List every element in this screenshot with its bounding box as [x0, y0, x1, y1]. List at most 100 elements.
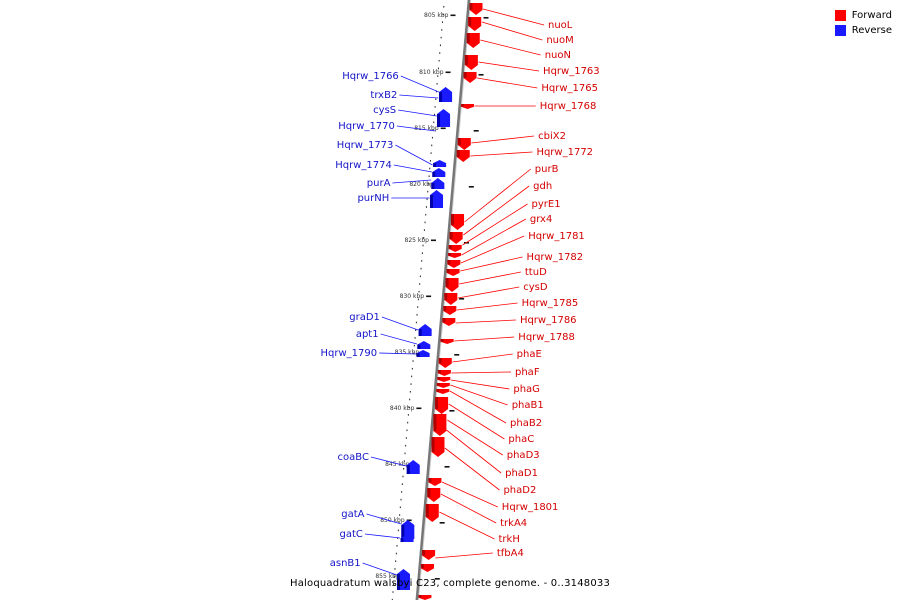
gene-label-forward[interactable]: nuoM — [546, 35, 573, 46]
reverse-gene — [406, 460, 420, 474]
gene-label-forward[interactable]: Hqrw_1785 — [522, 298, 579, 309]
forward-gene — [447, 260, 461, 268]
gene-label-forward[interactable]: purB — [535, 164, 559, 175]
gene-label-reverse[interactable]: Hqrw_1770 — [338, 121, 395, 132]
minor-tick — [395, 560, 397, 562]
gene-label-forward[interactable]: phaD3 — [507, 450, 540, 461]
minor-tick — [419, 283, 421, 285]
gene-shade — [447, 260, 451, 265]
minor-tick — [405, 444, 407, 447]
gene-label-reverse[interactable]: Hqrw_1766 — [342, 71, 399, 82]
gene-label-forward[interactable]: Hqrw_1801 — [502, 502, 559, 513]
minor-tick — [431, 144, 433, 147]
gene-label-reverse[interactable]: Hqrw_1773 — [337, 140, 394, 151]
minor-tick — [407, 414, 409, 416]
minor-tick — [421, 252, 423, 254]
gene-label-reverse[interactable]: asnB1 — [330, 558, 361, 569]
gene-label-forward[interactable]: phaG — [513, 384, 540, 395]
gene-shade — [418, 329, 422, 336]
forward-gene — [466, 33, 480, 48]
reverse-gene — [433, 160, 447, 167]
major-tick — [430, 239, 436, 242]
gene-label-forward[interactable]: cysD — [523, 282, 548, 293]
gene-label-forward[interactable]: phaF — [515, 367, 540, 378]
minor-tick — [432, 129, 434, 131]
minor-tick — [435, 98, 437, 100]
gene-body — [436, 383, 450, 388]
gene-label-forward[interactable]: trkH — [499, 534, 520, 545]
gene-label-reverse[interactable]: Hqrw_1790 — [321, 348, 378, 359]
gene-label-reverse[interactable]: trxB2 — [370, 90, 397, 101]
gene-label-reverse[interactable]: graD1 — [349, 312, 380, 323]
gene-label-forward[interactable]: grx4 — [530, 214, 552, 225]
gene-label-forward[interactable]: Hqrw_1782 — [527, 252, 584, 263]
minor-tick — [401, 483, 403, 485]
gene-label-forward[interactable]: tfbA4 — [497, 548, 524, 559]
minor-tick — [403, 460, 405, 462]
gene-shade — [428, 478, 432, 483]
gene-label-forward[interactable]: phaC — [508, 434, 534, 445]
tick-label: 825 kbp — [405, 237, 430, 244]
minor-tick — [436, 83, 438, 85]
gene-label-forward[interactable]: phaD1 — [505, 468, 538, 479]
gene-body — [437, 109, 451, 127]
forward-gene — [463, 72, 477, 83]
gene-label-reverse[interactable]: coaBC — [338, 452, 369, 463]
gene-leader-line — [450, 384, 508, 406]
gene-label-forward[interactable]: gdh — [533, 181, 552, 192]
gene-label-forward[interactable]: trkA4 — [500, 518, 527, 529]
gene-label-forward[interactable]: phaB2 — [510, 418, 542, 429]
gene-body — [461, 104, 475, 109]
gene-label-forward[interactable]: Hqrw_1772 — [536, 147, 593, 158]
gene-body — [445, 278, 459, 292]
gene-leader-line — [393, 164, 432, 173]
gene-label-forward[interactable]: Hqrw_1768 — [540, 101, 597, 112]
minor-tick — [399, 514, 401, 516]
gene-label-forward[interactable]: nuoL — [548, 20, 573, 31]
forward-gene — [461, 104, 475, 109]
gene-shade — [463, 72, 467, 79]
major-tick — [454, 354, 460, 356]
reverse-gene — [439, 87, 453, 102]
gene-label-forward[interactable]: Hqrw_1786 — [520, 315, 577, 326]
gene-label-reverse[interactable]: purNH — [357, 193, 389, 204]
forward-gene — [443, 306, 457, 315]
gene-label-forward[interactable]: cbiX2 — [538, 131, 566, 142]
gene-label-forward[interactable]: phaD2 — [503, 485, 536, 496]
major-tick — [459, 298, 465, 300]
gene-body — [444, 293, 458, 305]
major-tick — [478, 74, 484, 76]
gene-leader-line — [400, 75, 439, 93]
gene-shade — [400, 538, 404, 542]
gene-label-forward[interactable]: Hqrw_1788 — [518, 332, 575, 343]
gene-label-reverse[interactable]: gatC — [340, 529, 363, 540]
gene-leader-line — [478, 61, 540, 72]
gene-label-forward[interactable]: Hqrw_1765 — [541, 83, 598, 94]
tick-label: 820 kbp — [409, 181, 434, 188]
gene-label-forward[interactable]: pyrE1 — [532, 199, 561, 210]
gene-leader-line — [379, 352, 417, 355]
gene-label-forward[interactable]: nuoN — [545, 50, 571, 61]
gene-label-forward[interactable]: phaE — [517, 349, 542, 360]
forward-gene — [418, 595, 432, 600]
gene-label-reverse[interactable]: purA — [367, 178, 391, 189]
gene-label-reverse[interactable]: Hqrw_1774 — [335, 160, 392, 171]
gene-label-forward[interactable]: Hqrw_1781 — [528, 231, 585, 242]
gene-shade — [431, 182, 435, 189]
gene-shade — [439, 92, 443, 102]
gene-leader-line — [362, 562, 398, 576]
gene-label-reverse[interactable]: apt1 — [356, 329, 379, 340]
gene-body — [466, 33, 480, 48]
gene-label-reverse[interactable]: cysS — [373, 105, 396, 116]
gene-label-forward[interactable]: phaB1 — [512, 400, 544, 411]
gene-label-reverse[interactable]: gatA — [341, 509, 364, 520]
gene-label-forward[interactable]: ttuD — [525, 267, 547, 278]
gene-leader-line — [461, 218, 527, 256]
gene-body — [417, 341, 431, 349]
gene-body — [447, 260, 461, 268]
tick-label: 845 kbp — [385, 461, 410, 468]
gene-label-forward[interactable]: Hqrw_1763 — [543, 66, 600, 77]
major-tick — [444, 466, 450, 468]
major-tick — [473, 130, 479, 132]
gene-shade — [436, 383, 440, 386]
